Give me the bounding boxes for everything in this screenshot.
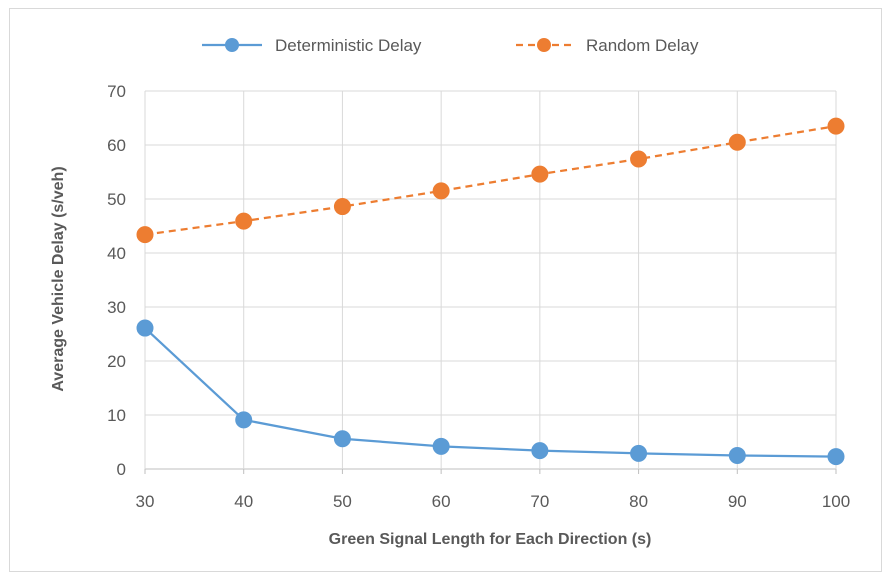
- legend-marker: [225, 38, 239, 52]
- series-line: [144, 124, 837, 236]
- y-tick-label: 50: [107, 190, 126, 209]
- data-point: [531, 165, 549, 183]
- data-point: [728, 447, 746, 464]
- data-point: [235, 212, 253, 230]
- data-point: [333, 430, 351, 448]
- legend: Deterministic Delay Random Delay: [202, 36, 699, 55]
- data-point: [531, 442, 549, 460]
- legend-marker: [537, 38, 551, 52]
- data-point: [827, 117, 845, 135]
- series-deterministic-delay: [136, 319, 845, 466]
- x-tick-label: 60: [432, 492, 451, 511]
- data-point: [432, 182, 450, 200]
- data-point: [827, 448, 845, 466]
- data-point: [432, 437, 450, 455]
- y-tick-label: 70: [107, 82, 126, 101]
- series-line: [144, 327, 837, 458]
- data-point: [136, 226, 154, 244]
- series-random-delay: [136, 117, 845, 244]
- y-tick-label: 10: [107, 406, 126, 425]
- chart-frame: [9, 8, 882, 572]
- legend-item: Random Delay: [516, 36, 699, 55]
- axes: 0 10 20 30 40 50 60 70 30 40 50 60 70 80 90 100: [107, 82, 850, 511]
- legend-item: Deterministic Delay: [202, 36, 422, 55]
- legend-label: Deterministic Delay: [275, 36, 422, 55]
- x-tick-label: 50: [333, 492, 352, 511]
- x-tick-label: 70: [530, 492, 549, 511]
- x-tick-label: 90: [728, 492, 747, 511]
- series-group: [136, 117, 845, 466]
- y-tick-label: 20: [107, 352, 126, 371]
- data-point: [333, 198, 351, 216]
- data-point: [235, 411, 253, 429]
- data-point: [630, 444, 648, 462]
- x-tick-label: 40: [234, 492, 253, 511]
- x-tick-label: 100: [822, 492, 850, 511]
- data-point: [630, 150, 648, 168]
- legend-label: Random Delay: [586, 36, 699, 55]
- y-tick-label: 0: [117, 460, 126, 479]
- x-tick-label: 80: [629, 492, 648, 511]
- x-axis-title: Green Signal Length for Each Direction (…: [329, 531, 652, 548]
- x-tick-label: 30: [136, 492, 155, 511]
- y-tick-label: 60: [107, 136, 126, 155]
- data-point: [728, 133, 746, 151]
- data-point: [136, 319, 154, 337]
- y-tick-label: 30: [107, 298, 126, 317]
- y-axis-title: Average Vehicle Delay (s/veh): [50, 166, 67, 391]
- y-tick-label: 40: [107, 244, 126, 263]
